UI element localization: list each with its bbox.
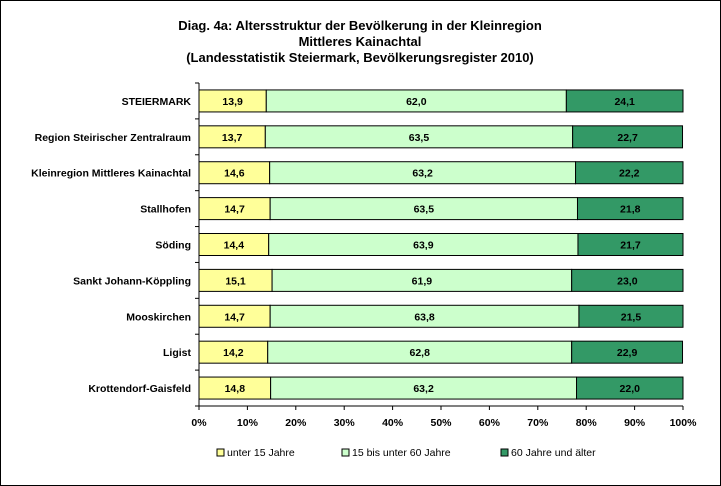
- data-label: 63,8: [414, 311, 435, 323]
- data-label: 23,0: [617, 275, 638, 287]
- legend-swatch: [341, 448, 350, 457]
- legend-swatch: [216, 448, 225, 457]
- bar-segment: [576, 376, 684, 400]
- category-label: Region Steirischer Zentralraum: [35, 132, 191, 144]
- category-label: Sankt Johann-Köppling: [73, 275, 191, 287]
- bar-segment: [576, 197, 684, 221]
- legend: unter 15 Jahre 15 bis unter 60 Jahre 60 Ja…: [216, 447, 596, 459]
- x-tick-label: 100%: [670, 417, 698, 429]
- bar-segment: [565, 89, 684, 113]
- legend-swatch: [500, 448, 509, 457]
- legend-label: 60 Jahre und älter: [511, 447, 596, 459]
- data-label: 13,9: [222, 96, 243, 108]
- category-label: STEIERMARK: [122, 96, 192, 108]
- legend-label: unter 15 Jahre: [227, 447, 295, 459]
- x-tick-label: 70%: [527, 417, 549, 429]
- data-label: 63,5: [409, 132, 430, 144]
- data-label: 62,0: [406, 96, 427, 108]
- x-tick-label: 50%: [430, 417, 452, 429]
- category-label: Mooskirchen: [126, 311, 191, 323]
- bar-segment: [575, 161, 684, 185]
- title-line-1: Diag. 4a: Altersstruktur der Bevölkerung…: [178, 18, 542, 33]
- data-label: 13,7: [222, 132, 243, 144]
- data-label: 62,8: [409, 347, 430, 359]
- data-label: 22,7: [617, 132, 638, 144]
- data-label: 15,1: [225, 275, 246, 287]
- legend-label: 15 bis unter 60 Jahre: [352, 447, 451, 459]
- bar-segment: [571, 268, 684, 292]
- data-label: 22,9: [617, 347, 638, 359]
- title-line-2: Mittleres Kainachtal: [299, 34, 422, 49]
- data-label: 14,7: [224, 311, 245, 323]
- data-label: 63,2: [412, 168, 433, 180]
- data-label: 22,0: [620, 383, 641, 395]
- x-tick-label: 40%: [382, 417, 404, 429]
- data-label: 14,7: [224, 204, 245, 216]
- data-label: 14,8: [225, 383, 246, 395]
- data-label: 14,2: [223, 347, 244, 359]
- category-label: Krottendorf-Gaisfeld: [88, 383, 191, 395]
- category-label: Kleinregion Mittleres Kainachtal: [31, 168, 191, 180]
- category-label: Stallhofen: [140, 204, 191, 216]
- bar-segment: [571, 340, 684, 364]
- x-tick-label: 20%: [285, 417, 307, 429]
- chart-title: Diag. 4a: Altersstruktur der Bevölkerung…: [178, 18, 542, 65]
- x-tick-label: 0%: [191, 417, 207, 429]
- data-label: 14,6: [224, 168, 245, 180]
- x-tick-label: 60%: [479, 417, 501, 429]
- data-label: 61,9: [412, 275, 433, 287]
- data-label: 22,2: [619, 168, 640, 180]
- bar-segment: [577, 233, 684, 256]
- data-label: 24,1: [614, 96, 635, 108]
- plot-area: STEIERMARK 13,9 62,0 24,1 Region Steirischer…: [31, 82, 698, 429]
- bar-segment: [572, 125, 684, 149]
- data-label: 21,8: [620, 204, 641, 216]
- x-tick-label: 10%: [237, 417, 259, 429]
- category-label: Ligist: [163, 347, 192, 359]
- data-label: 21,7: [620, 240, 641, 252]
- data-label: 21,5: [621, 311, 642, 323]
- data-label: 63,5: [414, 204, 435, 216]
- data-label: 63,2: [413, 383, 434, 395]
- x-tick-label: 90%: [624, 417, 646, 429]
- x-tick-label: 30%: [334, 417, 356, 429]
- bar-segment: [578, 304, 684, 328]
- data-label: 14,4: [224, 240, 245, 252]
- x-tick-label: 80%: [576, 417, 598, 429]
- title-line-3: (Landesstatistik Steiermark, Bevölkerung…: [186, 50, 534, 65]
- data-label: 63,9: [413, 240, 434, 252]
- category-label: Söding: [155, 240, 191, 252]
